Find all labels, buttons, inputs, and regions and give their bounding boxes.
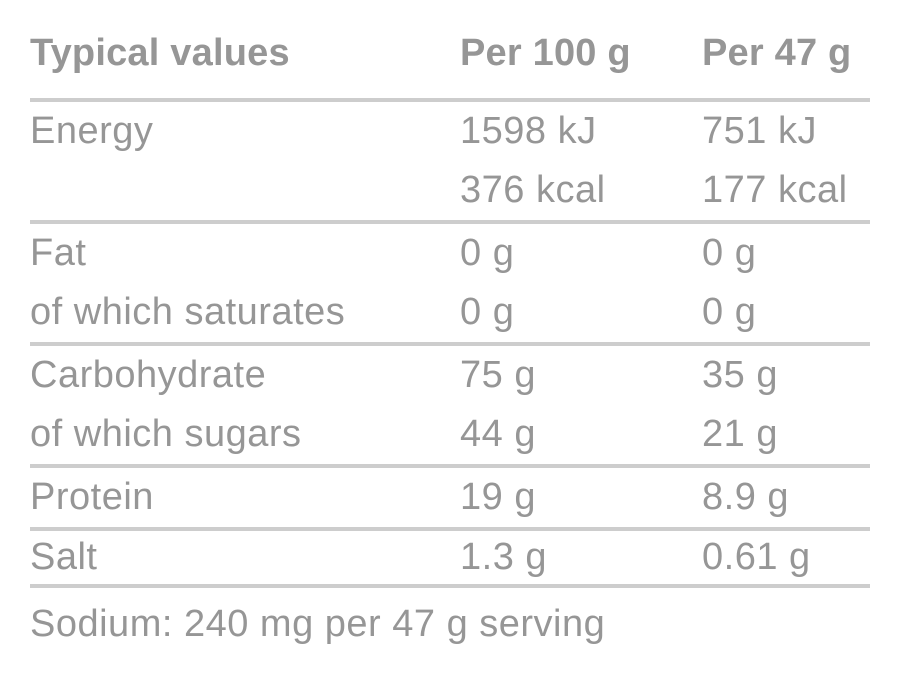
value-per-47g: 0.61 g <box>702 536 811 578</box>
table-row-energy-kj: Energy 1598 kJ 751 kJ <box>30 102 870 161</box>
value-per-47g: 751 kJ <box>702 110 817 152</box>
value-per-47g: 35 g <box>702 354 778 396</box>
value-per-100g: 0 g <box>460 291 515 333</box>
header-per-100g: Per 100 g <box>460 31 631 74</box>
value-per-100g: 75 g <box>460 354 536 396</box>
row-label: of which sugars <box>30 413 302 455</box>
table-row-sugars: of which sugars 44 g 21 g <box>30 405 870 464</box>
divider-below-energy <box>30 220 870 224</box>
divider-below-header <box>30 98 870 102</box>
header-per-47g: Per 47 g <box>702 31 852 74</box>
table-row-protein: Protein 19 g 8.9 g <box>30 468 870 527</box>
row-label: Fat <box>30 232 87 274</box>
divider-below-protein <box>30 527 870 531</box>
table-row-salt: Salt 1.3 g 0.61 g <box>30 531 870 584</box>
row-label: Carbohydrate <box>30 354 267 396</box>
divider-below-carbohydrate <box>30 464 870 468</box>
row-label: Protein <box>30 476 154 518</box>
value-per-47g: 8.9 g <box>702 476 790 518</box>
table-row-saturates: of which saturates 0 g 0 g <box>30 283 870 342</box>
row-label: of which saturates <box>30 291 346 333</box>
value-per-47g: 177 kcal <box>702 169 848 211</box>
sodium-footnote: Sodium: 240 mg per 47 g serving <box>30 602 606 645</box>
nutrition-table: Typical values Per 100 g Per 47 g Energy… <box>30 0 870 660</box>
divider-below-salt <box>30 584 870 588</box>
divider-below-fat <box>30 342 870 346</box>
value-per-47g: 0 g <box>702 232 757 274</box>
value-per-100g: 0 g <box>460 232 515 274</box>
header-typical-values: Typical values <box>30 31 290 74</box>
value-per-47g: 0 g <box>702 291 757 333</box>
value-per-100g: 19 g <box>460 476 536 518</box>
value-per-100g: 1598 kJ <box>460 110 597 152</box>
value-per-47g: 21 g <box>702 413 778 455</box>
table-row-carbohydrate: Carbohydrate 75 g 35 g <box>30 346 870 405</box>
row-label: Salt <box>30 536 98 578</box>
table-row-energy-kcal: 376 kcal 177 kcal <box>30 161 870 220</box>
value-per-100g: 1.3 g <box>460 536 548 578</box>
value-per-100g: 44 g <box>460 413 536 455</box>
table-header-row: Typical values Per 100 g Per 47 g <box>30 0 870 98</box>
table-row-fat: Fat 0 g 0 g <box>30 224 870 283</box>
sodium-footnote-row: Sodium: 240 mg per 47 g serving <box>30 588 870 660</box>
row-label: Energy <box>30 110 154 152</box>
value-per-100g: 376 kcal <box>460 169 606 211</box>
